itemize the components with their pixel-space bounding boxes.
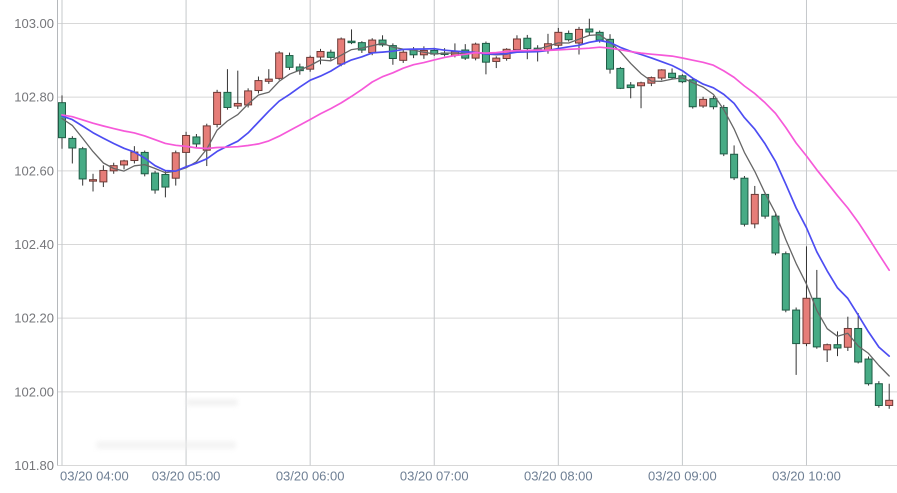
candle-body-up[interactable]: [182, 134, 191, 153]
candle-body-up[interactable]: [213, 91, 222, 125]
candle-body-up[interactable]: [233, 102, 242, 107]
candle-body-down[interactable]: [161, 174, 170, 188]
candle-body-down[interactable]: [719, 106, 728, 155]
candle-body-down[interactable]: [585, 28, 594, 33]
watermark-smudge: [186, 399, 238, 406]
candle-body-up[interactable]: [802, 297, 811, 345]
candle-body-down[interactable]: [140, 151, 149, 175]
x-axis-label: 03/20 09:00: [648, 469, 717, 484]
candle-body-up[interactable]: [843, 327, 852, 348]
candle-body-up[interactable]: [657, 69, 666, 79]
y-axis-label: 103.00: [14, 16, 54, 31]
candle-body-up[interactable]: [399, 51, 408, 61]
ma-long-line: [61, 46, 891, 272]
horizontal-gridlines: [57, 23, 897, 466]
candle-body-down[interactable]: [688, 79, 697, 108]
y-axis-label: 102.60: [14, 163, 54, 178]
candle-body-up[interactable]: [492, 57, 501, 62]
candle-body-down[interactable]: [730, 153, 739, 179]
candle-body-up[interactable]: [316, 50, 325, 58]
candle-body-up[interactable]: [120, 160, 129, 166]
candle-body-down[interactable]: [285, 55, 294, 68]
candle-body-up[interactable]: [554, 31, 563, 46]
x-axis-label: 03/20 04:00: [60, 469, 129, 484]
candle-body-up[interactable]: [306, 56, 315, 70]
candle-body-down[interactable]: [771, 215, 780, 254]
candle-body-up[interactable]: [244, 90, 253, 106]
candle-body-up[interactable]: [264, 78, 273, 82]
candle-body-up[interactable]: [637, 82, 646, 87]
candle-body-up[interactable]: [337, 38, 346, 65]
x-axis-label: 03/20 08:00: [524, 469, 593, 484]
candle-body-down[interactable]: [564, 32, 573, 41]
y-axis-label: 102.80: [14, 90, 54, 105]
candle-body-up[interactable]: [699, 98, 708, 107]
watermark-smudge: [96, 441, 236, 449]
candle-body-down[interactable]: [833, 344, 842, 349]
x-axis-label: 03/20 10:00: [772, 469, 841, 484]
candle-body-up[interactable]: [575, 28, 583, 44]
candle-body-down[interactable]: [378, 39, 387, 46]
candle-body-down[interactable]: [68, 137, 77, 149]
candle-body-down[interactable]: [709, 98, 718, 108]
candle-body-up[interactable]: [512, 38, 521, 51]
candle-body-down[interactable]: [78, 148, 87, 180]
candle-body-down[interactable]: [523, 37, 532, 50]
candle-body-down[interactable]: [326, 51, 335, 58]
candle-body-down[interactable]: [740, 177, 749, 225]
y-axis-label: 102.00: [14, 384, 54, 399]
vertical-gridlines: [61, 0, 807, 466]
candle-body-up[interactable]: [823, 344, 832, 351]
candle-body-up[interactable]: [471, 43, 480, 59]
candles-layer[interactable]: [58, 18, 894, 409]
moving-averages-layer: [61, 34, 891, 377]
candle-body-up[interactable]: [89, 179, 98, 182]
candle-body-up[interactable]: [254, 80, 263, 92]
candle-body-down[interactable]: [357, 42, 366, 51]
candle-body-down[interactable]: [781, 253, 790, 311]
candle-body-up[interactable]: [275, 52, 284, 79]
candle-body-down[interactable]: [864, 358, 873, 385]
candle-body-up[interactable]: [99, 169, 108, 183]
candle-body-up[interactable]: [202, 125, 211, 151]
candle-body-down[interactable]: [626, 84, 635, 89]
candle-body-down[interactable]: [616, 67, 625, 89]
candle-body-down[interactable]: [606, 38, 615, 70]
candle-body-up[interactable]: [750, 193, 759, 225]
candle-body-up[interactable]: [885, 399, 894, 406]
candle-body-down[interactable]: [812, 297, 821, 348]
y-axis-label: 101.80: [14, 458, 54, 473]
y-axis-label: 102.40: [14, 237, 54, 252]
candle-body-down[interactable]: [151, 172, 160, 191]
candle-body-up[interactable]: [171, 152, 180, 179]
candle-body-down[interactable]: [668, 72, 677, 79]
candle-body-down[interactable]: [874, 383, 883, 406]
x-axis-labels: 03/20 04:00 03/20 05:00 03/20 06:00 03/20 0…: [60, 469, 841, 484]
y-axis-label: 102.20: [14, 311, 54, 326]
y-axis-labels: 103.00 102.80 102.60 102.40 102.20 102.00 101.…: [14, 16, 54, 473]
candle-body-down[interactable]: [792, 309, 801, 345]
candle-body-down[interactable]: [192, 136, 201, 145]
x-axis-label: 03/20 07:00: [400, 469, 469, 484]
candle-body-down[interactable]: [347, 40, 356, 44]
x-axis-label: 03/20 05:00: [152, 469, 221, 484]
candle-body-down[interactable]: [223, 91, 232, 108]
x-axis-label: 03/20 06:00: [276, 469, 345, 484]
